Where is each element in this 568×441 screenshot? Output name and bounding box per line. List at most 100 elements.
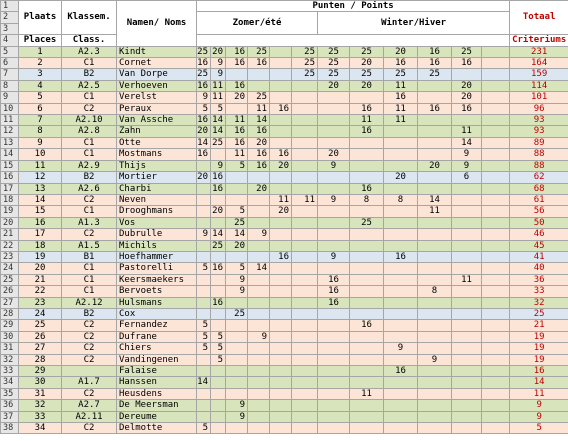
winter-points-cell[interactable]: 9 [451,159,482,173]
winter-points-cell[interactable] [480,102,511,116]
summer-points-cell[interactable] [210,148,226,161]
name-cell[interactable]: Zahn [116,125,197,138]
winter-points-cell[interactable] [480,342,511,355]
winter-points-cell[interactable] [317,262,350,275]
summer-points-cell[interactable] [210,319,226,332]
summer-points-cell[interactable]: 20 [247,182,270,195]
winter-points-cell[interactable] [417,239,452,252]
total-cell[interactable]: 61 [509,193,568,207]
summer-points-cell[interactable] [269,422,292,435]
summer-points-cell[interactable]: 5 [225,262,248,275]
name-cell[interactable]: Falaise [116,364,197,378]
place-cell[interactable]: 30 [18,376,62,389]
row-number[interactable]: 9 [0,91,19,104]
summer-points-cell[interactable] [225,193,248,207]
name-cell[interactable]: Thijs [116,159,197,173]
summer-points-cell[interactable] [247,376,270,389]
winter-points-cell[interactable]: 9 [451,148,482,161]
summer-points-cell[interactable]: 9 [247,330,270,344]
winter-points-cell[interactable] [417,342,452,355]
summer-points-cell[interactable] [225,422,248,435]
row-number[interactable]: 16 [0,171,19,184]
summer-points-cell[interactable] [291,102,318,116]
class-cell[interactable]: C2 [61,330,117,344]
class-cell[interactable]: A2.10 [61,114,117,127]
summer-points-cell[interactable]: 9 [210,68,226,81]
total-cell[interactable]: 25 [509,307,568,321]
winter-points-cell[interactable] [480,410,511,424]
summer-points-cell[interactable] [196,307,211,321]
summer-points-cell[interactable] [291,114,318,127]
summer-points-cell[interactable] [291,364,318,378]
summer-points-cell[interactable] [196,159,211,173]
winter-points-cell[interactable]: 16 [383,57,418,70]
total-cell[interactable]: 96 [509,102,568,116]
name-cell[interactable]: Bervoets [116,285,197,298]
winter-points-cell[interactable] [480,250,511,264]
row-number[interactable]: 28 [0,307,19,321]
row-number[interactable]: 29 [0,319,19,332]
total-cell[interactable]: 9 [509,410,568,424]
winter-points-cell[interactable]: 25 [417,68,452,81]
winter-points-cell[interactable]: 8 [383,193,418,207]
summer-points-cell[interactable] [269,182,292,195]
summer-points-cell[interactable] [225,171,248,184]
class-cell[interactable]: A2.6 [61,182,117,195]
class-cell[interactable]: A2.8 [61,125,117,138]
place-cell[interactable]: 20 [18,262,62,275]
summer-points-cell[interactable]: 16 [225,45,248,59]
winter-points-cell[interactable] [451,68,482,81]
winter-points-cell[interactable]: 11 [349,114,384,127]
winter-points-cell[interactable] [383,262,418,275]
winter-points-cell[interactable]: 16 [383,364,418,378]
winter-points-cell[interactable] [480,422,511,435]
summer-points-cell[interactable] [269,364,292,378]
winter-points-cell[interactable] [383,125,418,138]
row-number[interactable]: 5 [0,45,19,59]
summer-points-cell[interactable] [247,79,270,93]
winter-points-cell[interactable]: 11 [383,114,418,127]
winter-points-cell[interactable]: 25 [383,68,418,81]
summer-points-cell[interactable] [225,68,248,81]
row-number[interactable]: 34 [0,376,19,389]
name-cell[interactable]: Heusdens [116,387,197,401]
total-cell[interactable]: 46 [509,228,568,241]
summer-points-cell[interactable]: 16 [225,136,248,150]
class-cell[interactable]: C1 [61,273,117,287]
winter-points-cell[interactable]: 16 [349,182,384,195]
winter-points-cell[interactable] [349,410,384,424]
summer-points-cell[interactable] [269,342,292,355]
summer-points-cell[interactable]: 9 [210,159,226,173]
class-cell[interactable]: C2 [61,353,117,367]
place-cell[interactable]: 29 [18,364,62,378]
winter-points-cell[interactable] [480,45,511,59]
winter-points-cell[interactable] [383,159,418,173]
summer-points-cell[interactable] [225,330,248,344]
winter-points-cell[interactable] [417,330,452,344]
summer-points-cell[interactable]: 16 [196,79,211,93]
winter-points-cell[interactable]: 9 [383,342,418,355]
summer-points-cell[interactable] [291,239,318,252]
total-cell[interactable]: 93 [509,125,568,138]
summer-points-cell[interactable] [269,57,292,70]
summer-points-cell[interactable] [291,148,318,161]
row-number[interactable]: 36 [0,399,19,412]
summer-points-cell[interactable] [225,296,248,309]
row-number[interactable]: 37 [0,410,19,424]
header-places[interactable]: Places [18,34,62,47]
summer-points-cell[interactable] [269,399,292,412]
winter-points-cell[interactable] [451,114,482,127]
winter-points-cell[interactable] [480,364,511,378]
winter-points-cell[interactable] [317,239,350,252]
winter-points-cell[interactable] [317,422,350,435]
summer-points-cell[interactable] [269,296,292,309]
summer-points-cell[interactable]: 16 [210,296,226,309]
summer-points-cell[interactable] [196,250,211,264]
place-cell[interactable]: 33 [18,410,62,424]
name-cell[interactable]: Neven [116,193,197,207]
total-cell[interactable]: 68 [509,182,568,195]
winter-points-cell[interactable]: 20 [349,79,384,93]
place-cell[interactable]: 26 [18,330,62,344]
summer-points-cell[interactable] [210,216,226,230]
name-cell[interactable]: Vandingenen [116,353,197,367]
